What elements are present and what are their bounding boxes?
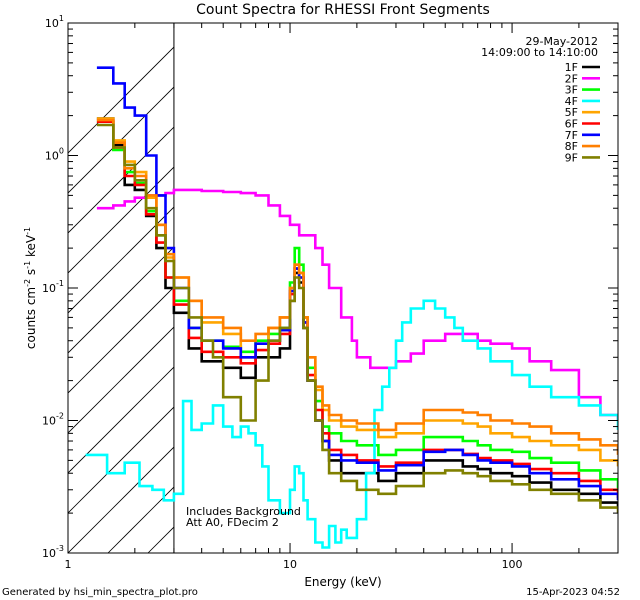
series-line-2F xyxy=(96,188,618,421)
legend-label-5F: 5F xyxy=(565,106,578,119)
y-tick-labels: 10-3 10-2 10-1 100 101 xyxy=(42,14,64,560)
series-line-9F xyxy=(96,123,618,514)
legend-label-2F: 2F xyxy=(565,72,578,85)
footer-timestamp: 15-Apr-2023 04:52 xyxy=(526,587,620,598)
x-axis-label: Energy (keV) xyxy=(304,575,381,589)
series-line-1F xyxy=(96,117,618,508)
annotation-attenuator: Att A0, FDecim 2 xyxy=(186,516,279,529)
x-tick-label: 1 xyxy=(65,558,72,571)
y-tick-label: 101 xyxy=(45,14,64,30)
series-line-8F xyxy=(96,118,618,455)
hatch-line xyxy=(68,446,174,553)
footer-generated-by: Generated by hsi_min_spectra_plot.pro xyxy=(2,587,198,598)
hatch-line xyxy=(68,366,174,474)
series-line-4F xyxy=(85,299,618,549)
hatch-line xyxy=(268,23,640,553)
y-tick-label: 10-2 xyxy=(42,412,64,428)
legend-label-1F: 1F xyxy=(565,61,578,74)
legend-label-4F: 4F xyxy=(565,95,578,108)
axis-ticks xyxy=(67,23,619,554)
y-tick-label: 100 xyxy=(45,147,64,163)
y-tick-label: 10-1 xyxy=(42,279,64,295)
legend-label-9F: 9F xyxy=(565,151,578,164)
hatch-line xyxy=(628,23,640,553)
annotation-background: Includes Background xyxy=(186,505,301,518)
hatch-line xyxy=(68,86,174,194)
x-tick-labels: 1 10 100 xyxy=(65,558,523,571)
y-axis-label: counts cm-2 s-1 keV-1 xyxy=(23,227,38,349)
legend-label-6F: 6F xyxy=(565,118,578,131)
x-tick-label: 100 xyxy=(502,558,523,571)
hatch-line xyxy=(68,46,174,154)
legend-label-8F: 8F xyxy=(565,140,578,153)
legend-label-7F: 7F xyxy=(565,129,578,142)
hatch-line xyxy=(68,246,174,354)
hatch-line xyxy=(68,406,174,514)
legend-label-3F: 3F xyxy=(565,84,578,97)
chart-date: 29-May-2012 xyxy=(526,35,598,48)
chart-time-range: 14:09:00 to 14:10:00 xyxy=(481,46,598,59)
series-layer xyxy=(85,66,618,549)
hatch-line xyxy=(68,206,174,314)
x-tick-label: 10 xyxy=(283,558,297,571)
chart-title: Count Spectra for RHESSI Front Segments xyxy=(196,2,490,18)
y-tick-label: 10-3 xyxy=(42,544,64,560)
